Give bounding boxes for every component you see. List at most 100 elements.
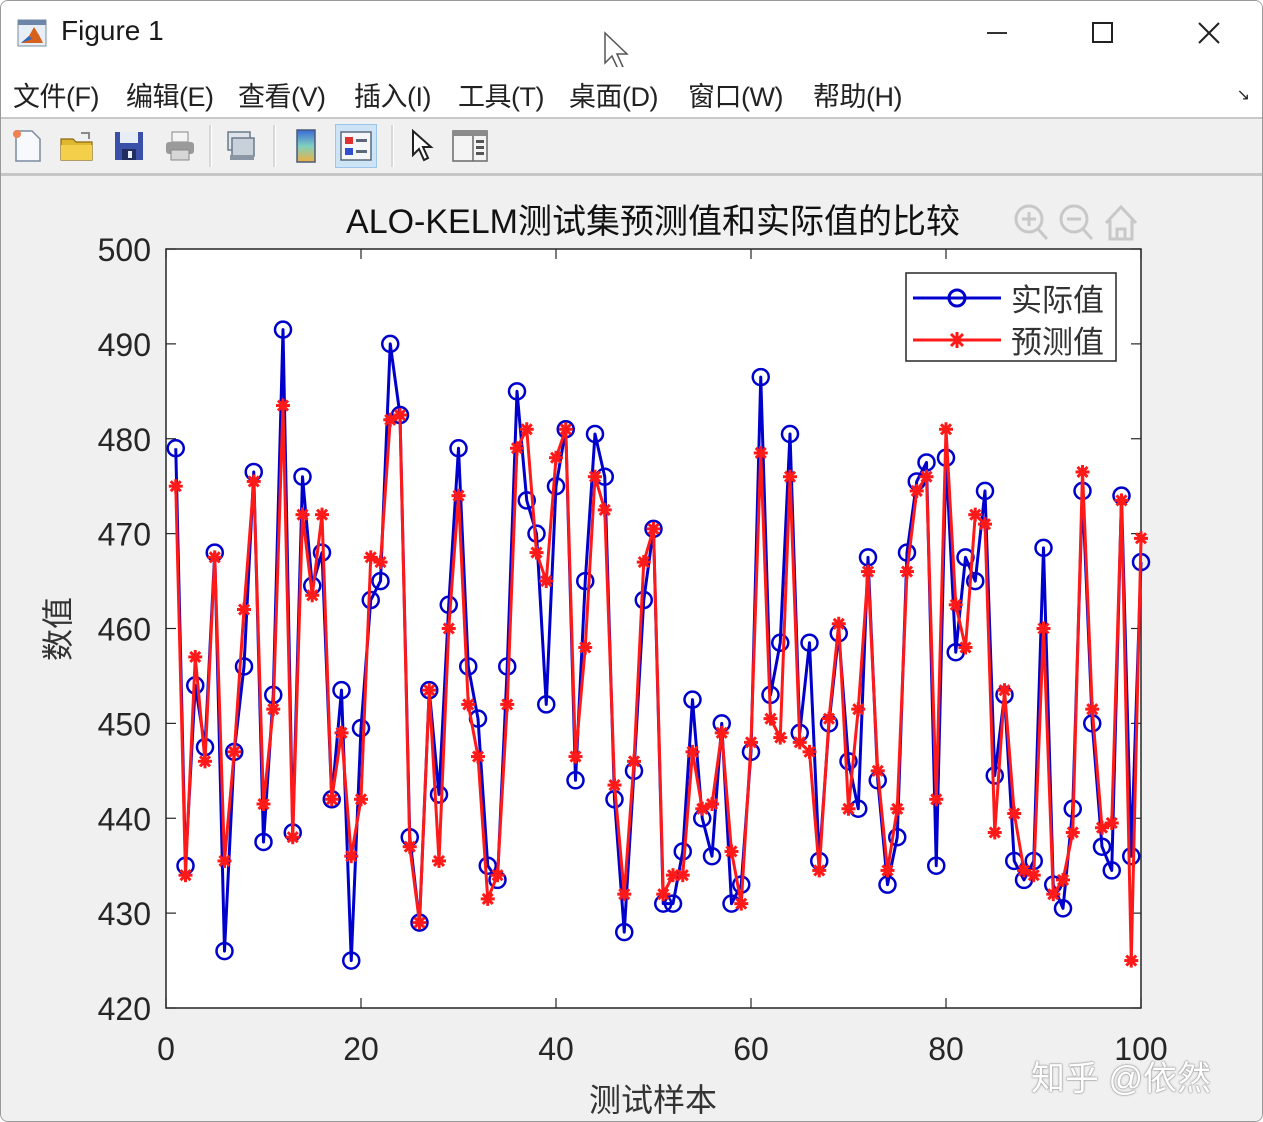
- data-point-marker: [537, 695, 556, 714]
- data-point-marker: [266, 702, 281, 717]
- legend-circle-marker-icon: [947, 288, 967, 308]
- plot-area[interactable]: [165, 248, 1142, 1009]
- data-point-marker: [373, 555, 388, 570]
- insert-colorbar-button[interactable]: [285, 124, 327, 168]
- menu-window[interactable]: 窗口(W): [688, 82, 783, 112]
- data-point-marker: [763, 711, 778, 726]
- data-point-marker: [188, 649, 203, 664]
- x-tick-label: 0: [157, 1031, 175, 1067]
- chart[interactable]: ALO-KELM测试集预测值和实际值的比较 420 430 440 450 460 470…: [1, 176, 1263, 1121]
- data-point-marker: [166, 438, 185, 458]
- legend-star-marker-icon: [949, 332, 965, 348]
- data-point-marker: [315, 507, 329, 522]
- print-button[interactable]: [159, 124, 201, 168]
- data-point-marker: [1065, 825, 1080, 840]
- data-point-marker: [929, 792, 944, 807]
- data-point-marker: [549, 450, 563, 465]
- data-point-marker: [890, 801, 905, 816]
- edit-plot-button[interactable]: [401, 124, 443, 168]
- home-icon[interactable]: [1104, 204, 1138, 241]
- data-point-marker: [293, 467, 312, 486]
- data-point-marker: [958, 640, 973, 655]
- data-point-marker: [607, 778, 622, 793]
- zoom-out-icon[interactable]: [1059, 204, 1094, 241]
- y-tick-label: 460: [98, 612, 151, 648]
- data-point-marker: [1124, 953, 1139, 968]
- data-point-marker: [724, 844, 739, 859]
- data-point-marker: [997, 683, 1012, 698]
- menu-view[interactable]: 查看(V): [238, 82, 326, 112]
- minimize-button[interactable]: [977, 13, 1017, 53]
- data-point-marker: [1092, 837, 1112, 856]
- save-button[interactable]: [108, 124, 150, 168]
- data-point-marker: [1007, 806, 1022, 821]
- data-point-marker: [517, 491, 536, 510]
- close-button[interactable]: [1189, 13, 1229, 53]
- menu-insert[interactable]: 插入(I): [354, 82, 431, 112]
- y-tick-label: 470: [98, 517, 151, 553]
- data-point-marker: [393, 408, 407, 423]
- data-point-marker: [802, 744, 817, 759]
- title-bar[interactable]: Figure 1: [1, 1, 1262, 67]
- data-point-marker: [168, 479, 183, 494]
- menu-desktop[interactable]: 桌面(D): [569, 82, 658, 112]
- data-point-marker: [780, 424, 800, 444]
- data-point-marker: [351, 718, 371, 738]
- data-point-marker: [734, 896, 749, 911]
- insert-legend-button[interactable]: [335, 124, 377, 168]
- minimize-icon: [987, 32, 1007, 34]
- data-point-marker: [968, 507, 983, 522]
- y-tick-label: 420: [98, 991, 151, 1027]
- data-point-marker: [217, 853, 232, 868]
- data-point-marker: [490, 868, 505, 883]
- x-tick-label: 60: [733, 1031, 769, 1067]
- data-point-marker: [500, 697, 515, 712]
- data-point-marker: [507, 382, 527, 401]
- open-file-button[interactable]: [56, 124, 98, 168]
- data-point-marker: [831, 616, 846, 631]
- data-point-marker: [402, 839, 417, 854]
- data-point-marker: [568, 749, 583, 764]
- link-plot-icon: [227, 131, 255, 160]
- maximize-icon: [1092, 22, 1113, 43]
- data-point-marker: [663, 894, 683, 913]
- data-point-marker: [909, 483, 924, 498]
- menu-help[interactable]: 帮助(H): [813, 82, 902, 112]
- legend[interactable]: 实际值 预测值: [905, 272, 1117, 362]
- close-icon: [1198, 22, 1220, 44]
- data-point-marker: [870, 763, 885, 778]
- data-point-marker: [939, 422, 953, 437]
- data-point-marker: [1104, 815, 1119, 830]
- data-point-marker: [285, 830, 300, 845]
- data-point-marker: [1034, 538, 1053, 558]
- new-figure-button[interactable]: [6, 124, 48, 168]
- data-point-marker: [546, 476, 566, 496]
- maximize-button[interactable]: [1083, 13, 1123, 53]
- toolbar-separator: [273, 125, 276, 167]
- data-point-marker: [839, 752, 858, 771]
- data-point-marker: [978, 517, 992, 532]
- data-point-marker: [597, 502, 612, 517]
- data-point-marker: [617, 887, 632, 902]
- data-point-marker: [332, 680, 351, 700]
- y-axis-label: 数值: [40, 597, 76, 661]
- menu-tools[interactable]: 工具(T): [458, 82, 544, 112]
- property-inspector-button[interactable]: [449, 124, 491, 168]
- data-point-marker: [751, 367, 770, 387]
- link-plot-button[interactable]: [221, 124, 263, 168]
- data-point-marker: [276, 398, 290, 413]
- data-point-marker: [478, 856, 497, 875]
- menu-edit[interactable]: 编辑(E): [126, 82, 214, 112]
- menu-file[interactable]: 文件(F): [13, 82, 99, 112]
- data-point-marker: [432, 853, 446, 868]
- matlab-logo-icon: [17, 19, 47, 47]
- data-point-marker: [615, 922, 634, 942]
- window-title: Figure 1: [61, 15, 164, 46]
- zoom-in-icon[interactable]: [1014, 204, 1049, 241]
- dock-arrow-icon[interactable]: ↘: [1236, 87, 1250, 104]
- data-point-marker: [273, 320, 293, 339]
- data-point-marker: [178, 868, 193, 883]
- data-point-marker: [461, 697, 476, 712]
- y-tick-label: 480: [98, 422, 151, 458]
- data-point-marker: [441, 621, 456, 636]
